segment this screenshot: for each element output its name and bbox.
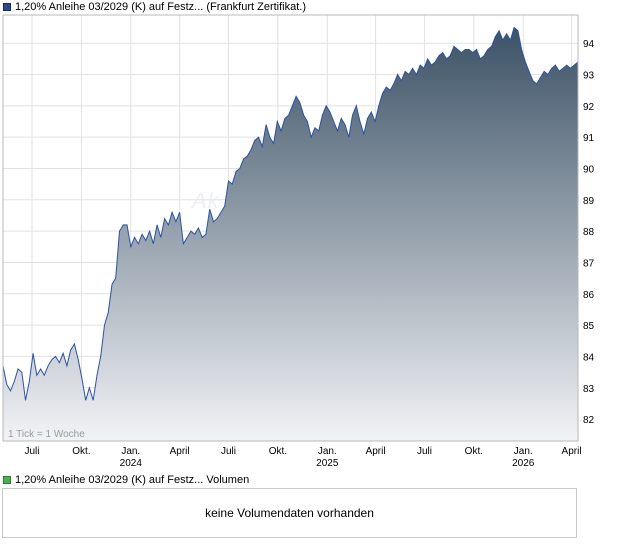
volume-panel: keine Volumendaten vorhanden (2, 488, 577, 538)
y-tick-label: 90 (583, 164, 595, 175)
x-tick-label: April (562, 446, 582, 457)
y-tick-label: 85 (583, 321, 595, 332)
price-legend: 1,20% Anleihe 03/2029 (K) auf Festz... (… (3, 0, 306, 14)
volume-legend: 1,20% Anleihe 03/2029 (K) auf Festz... V… (3, 473, 249, 487)
x-tick-label: Juli (221, 446, 236, 457)
y-tick-label: 91 (583, 133, 595, 144)
x-year-label: 2025 (316, 458, 339, 469)
x-tick-label: Okt. (269, 446, 287, 457)
y-tick-label: 87 (583, 258, 595, 269)
x-tick-label: Okt. (465, 446, 483, 457)
volume-empty-message: keine Volumendaten vorhanden (205, 506, 374, 520)
plot-frame (2, 14, 579, 442)
tick-interval-note: 1 Tick = 1 Woche (8, 429, 85, 440)
y-tick-label: 83 (583, 384, 595, 395)
x-tick-label: Okt. (72, 446, 90, 457)
price-legend-swatch (3, 3, 11, 11)
x-tick-label: Juli (417, 446, 432, 457)
x-tick-label: April (170, 446, 190, 457)
y-tick-label: 82 (583, 415, 595, 426)
x-tick-label: Jan. (514, 446, 533, 457)
y-tick-label: 88 (583, 227, 595, 238)
y-tick-label: 92 (583, 102, 595, 113)
y-tick-label: 89 (583, 196, 595, 207)
x-tick-label: Juli (24, 446, 39, 457)
volume-legend-label: 1,20% Anleihe 03/2029 (K) auf Festz... V… (15, 474, 250, 486)
y-tick-label: 93 (583, 71, 595, 82)
x-year-label: 2026 (512, 458, 535, 469)
price-legend-label: 1,20% Anleihe 03/2029 (K) auf Festz... (… (15, 1, 307, 13)
x-year-label: 2024 (120, 458, 143, 469)
volume-legend-swatch (3, 476, 11, 484)
price-line (2, 26, 579, 401)
y-tick-label: 94 (583, 39, 595, 50)
x-tick-label: Jan. (318, 446, 337, 457)
watermark-text: Ak (192, 188, 220, 213)
x-tick-label: April (366, 446, 386, 457)
price-area (3, 27, 578, 441)
y-tick-label: 86 (583, 290, 595, 301)
x-tick-label: Jan. (121, 446, 140, 457)
y-tick-label: 84 (583, 352, 595, 363)
